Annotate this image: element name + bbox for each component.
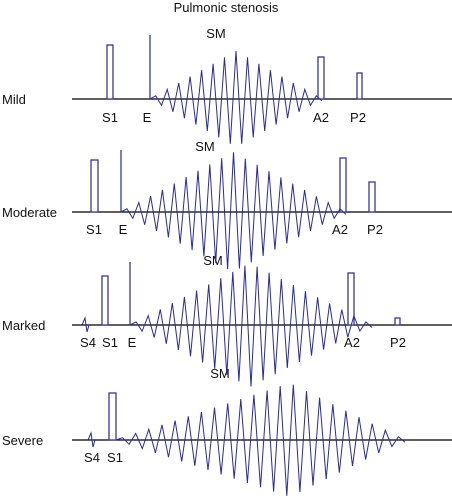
sound-label: S1 [102,335,118,350]
panel-label: Moderate [2,205,57,220]
s1-sound [90,159,99,213]
sound-label: P2 [367,222,383,237]
sound-label: P2 [390,335,406,350]
sound-label: E [143,110,152,125]
p2-sound [394,317,401,326]
sound-label: S4 [80,335,96,350]
murmur-label: SM [195,139,215,154]
sound-label: A2 [332,222,348,237]
s4-sound [87,431,96,448]
murmur-wave [115,384,406,496]
panel-mild: Mild SM S1 E A2 P2 [2,26,452,125]
sound-label: A2 [313,110,329,125]
a2-sound [317,56,325,100]
murmur-label: SM [206,26,226,41]
a2-sound [339,157,347,213]
s4-sound [81,316,90,333]
panel-moderate: Moderate SM S1 E A2 P2 [2,139,452,237]
panel-label: Marked [2,318,45,333]
sound-label: P2 [350,110,366,125]
murmur-wave [149,50,323,144]
p2-sound [356,72,363,100]
s1-sound [106,44,114,100]
murmur-label: SM [203,253,223,268]
panel-marked: Marked SM S4 S1 E A2 P2 [2,253,452,350]
sound-label: S1 [86,222,102,237]
s1-sound [108,392,117,441]
sound-label: S1 [107,450,123,465]
sound-label: E [128,335,137,350]
murmur-wave [120,152,347,270]
s1-sound [101,275,109,326]
sound-label: S4 [84,450,100,465]
murmur-wave [129,265,373,387]
sound-label: E [119,222,128,237]
sound-label: S1 [102,110,118,125]
panel-label: Mild [2,92,26,107]
murmur-label: SM [210,366,230,381]
panel-severe: Severe SM S4 S1 [2,366,452,465]
title: Pulmonic stenosis [174,0,279,15]
p2-sound [368,181,376,213]
sound-label: A2 [344,335,360,350]
panel-label: Severe [2,433,43,448]
